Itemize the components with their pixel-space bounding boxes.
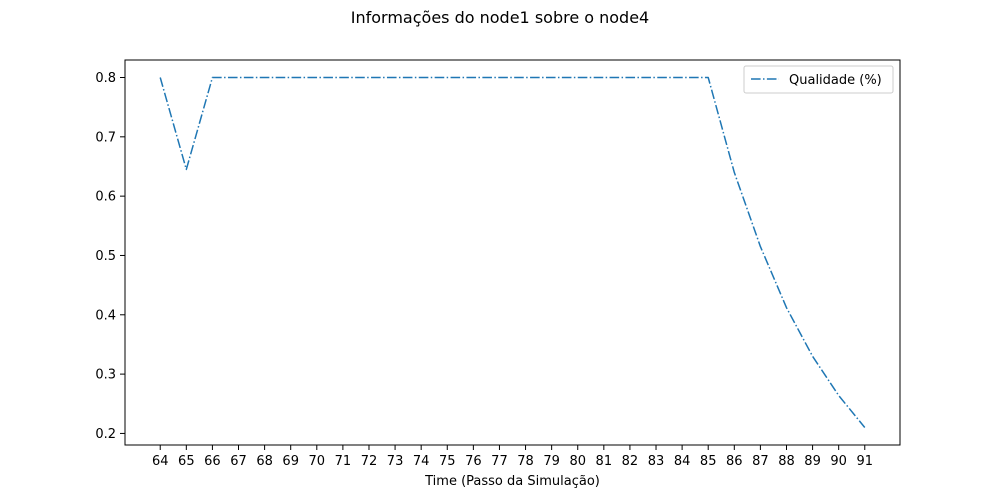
x-axis: 64 65 66 67 68 69 70 71 72 73 74 75 76 77 78 79 80 81 82 83… bbox=[152, 445, 873, 469]
plot-area: 64 65 66 67 68 69 70 71 72 73 74 75 76 77 78 79 80 81 82 83… bbox=[95, 59, 901, 469]
x-tick-label: 82 bbox=[622, 454, 639, 469]
x-tick-label: 79 bbox=[543, 454, 560, 469]
x-tick-label: 90 bbox=[830, 454, 847, 469]
x-tick-label: 89 bbox=[804, 454, 821, 469]
series-layer bbox=[159, 76, 866, 428]
y-axis: 0.2 0.3 0.4 0.5 0.6 0.7 0.8 bbox=[95, 71, 125, 442]
x-tick-label: 76 bbox=[465, 454, 482, 469]
x-tick-label: 85 bbox=[700, 454, 717, 469]
x-tick-label: 75 bbox=[439, 454, 456, 469]
x-tick-label: 65 bbox=[178, 454, 195, 469]
x-tick-label: 80 bbox=[569, 454, 586, 469]
x-tick-label: 66 bbox=[204, 454, 221, 469]
x-tick-label: 71 bbox=[335, 454, 352, 469]
legend-label-qualidade: Qualidade (%) bbox=[789, 73, 882, 88]
chart-title: Informações do node1 sobre o node4 bbox=[351, 8, 649, 27]
legend-box bbox=[743, 65, 894, 94]
x-axis-label: Time (Passo da Simulação) bbox=[424, 474, 600, 489]
x-tick-label: 67 bbox=[230, 454, 247, 469]
x-tick-label: 84 bbox=[674, 454, 691, 469]
x-tick-label: 87 bbox=[752, 454, 769, 469]
x-tick-label: 78 bbox=[517, 454, 534, 469]
y-tick-label: 0.3 bbox=[95, 368, 116, 383]
x-tick-label: 86 bbox=[726, 454, 743, 469]
y-tick-label: 0.2 bbox=[95, 427, 116, 442]
x-tick-label: 88 bbox=[778, 454, 795, 469]
x-tick-label: 77 bbox=[491, 454, 508, 469]
x-tick-label: 81 bbox=[596, 454, 613, 469]
x-tick-label: 64 bbox=[152, 454, 169, 469]
plot-frame bbox=[124, 59, 901, 446]
series-line-qualidade bbox=[159, 76, 866, 428]
x-tick-label: 69 bbox=[282, 454, 299, 469]
y-tick-label: 0.8 bbox=[95, 71, 116, 86]
x-tick-label: 70 bbox=[309, 454, 326, 469]
x-tick-label: 68 bbox=[256, 454, 273, 469]
x-tick-label: 74 bbox=[413, 454, 430, 469]
x-tick-label: 83 bbox=[648, 454, 665, 469]
x-tick-label: 72 bbox=[361, 454, 378, 469]
y-tick-label: 0.4 bbox=[95, 308, 116, 323]
y-tick-label: 0.5 bbox=[95, 249, 116, 264]
x-tick-label: 91 bbox=[856, 454, 873, 469]
y-tick-label: 0.7 bbox=[95, 130, 116, 145]
x-tick-label: 73 bbox=[387, 454, 404, 469]
y-tick-label: 0.6 bbox=[95, 190, 116, 205]
legend: Qualidade (%) bbox=[743, 65, 894, 94]
